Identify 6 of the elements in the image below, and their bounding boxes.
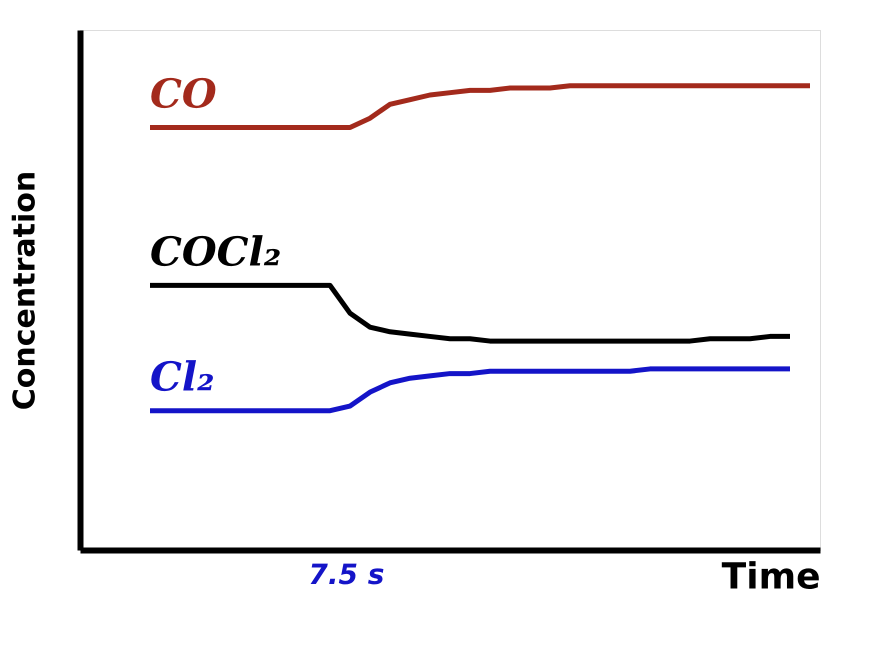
text: 7.5 s [308, 558, 384, 591]
x-axis-title: Time [722, 556, 820, 598]
y-axis-title: Concentration [8, 170, 42, 410]
series-label: COCl₂ [150, 228, 282, 276]
series-label: CO [150, 70, 217, 118]
series-label: Cl₂ [150, 354, 215, 401]
